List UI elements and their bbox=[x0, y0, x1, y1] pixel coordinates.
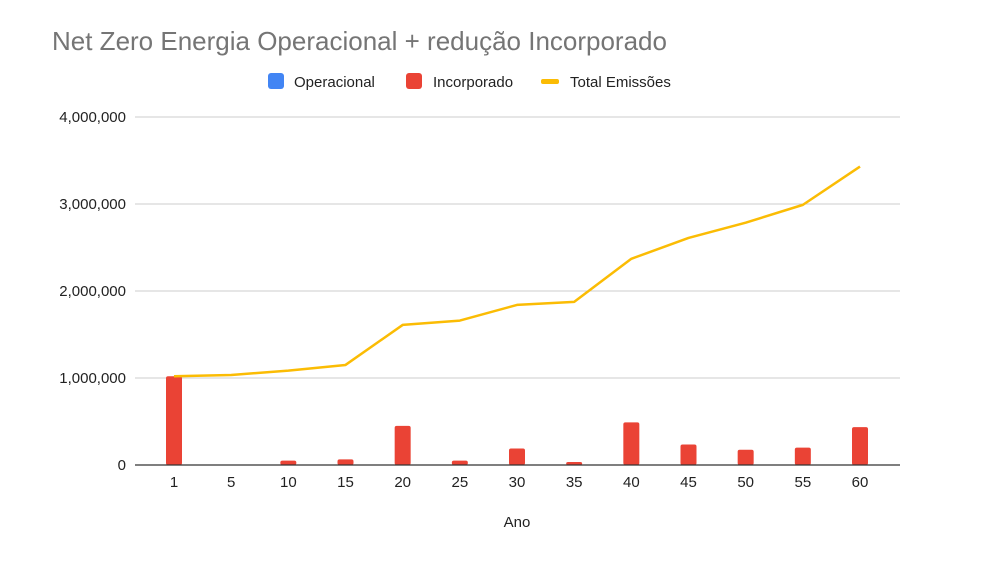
bar-incorporado bbox=[166, 376, 182, 465]
x-tick-label: 20 bbox=[394, 474, 411, 491]
chart-title: Net Zero Energia Operacional + redução I… bbox=[52, 26, 667, 56]
x-axis-title: Ano bbox=[504, 514, 531, 531]
legend-swatch bbox=[268, 73, 284, 89]
x-tick-label: 1 bbox=[170, 474, 178, 491]
bar-incorporado bbox=[737, 449, 754, 465]
bar-incorporado bbox=[623, 422, 640, 465]
bar-incorporado bbox=[566, 461, 583, 465]
bar-incorporado bbox=[794, 447, 811, 465]
x-tick-label: 35 bbox=[566, 474, 583, 491]
x-tick-label: 25 bbox=[451, 474, 468, 491]
y-tick-label: 1,000,000 bbox=[59, 370, 126, 387]
x-tick-label: 45 bbox=[680, 474, 697, 491]
bar-incorporado bbox=[337, 459, 354, 465]
y-tick-label: 3,000,000 bbox=[59, 196, 126, 213]
series-line-total-emissoes bbox=[173, 165, 861, 378]
y-tick-label: 4,000,000 bbox=[59, 109, 126, 126]
legend-swatch-line bbox=[541, 79, 559, 84]
bar-incorporado bbox=[852, 427, 868, 465]
legend-label: Operacional bbox=[294, 74, 375, 91]
x-tick-label: 5 bbox=[227, 474, 235, 491]
y-tick-label: 0 bbox=[118, 457, 126, 474]
bar-incorporado bbox=[451, 460, 468, 465]
bar-incorporado bbox=[509, 448, 525, 465]
x-tick-label: 55 bbox=[794, 474, 811, 491]
bar-incorporado bbox=[280, 460, 297, 465]
x-tick-label: 40 bbox=[623, 474, 640, 491]
x-tick-label: 30 bbox=[509, 474, 526, 491]
legend-label: Incorporado bbox=[433, 74, 513, 91]
x-tick-label: 60 bbox=[852, 474, 869, 491]
x-tick-label: 50 bbox=[737, 474, 754, 491]
x-tick-label: 10 bbox=[280, 474, 297, 491]
y-tick-label: 2,000,000 bbox=[59, 283, 126, 300]
bar-incorporado bbox=[394, 425, 411, 465]
bar-incorporado bbox=[680, 444, 697, 465]
x-tick-label: 15 bbox=[337, 474, 354, 491]
legend-swatch bbox=[406, 73, 422, 89]
legend-label: Total Emissões bbox=[570, 74, 671, 91]
